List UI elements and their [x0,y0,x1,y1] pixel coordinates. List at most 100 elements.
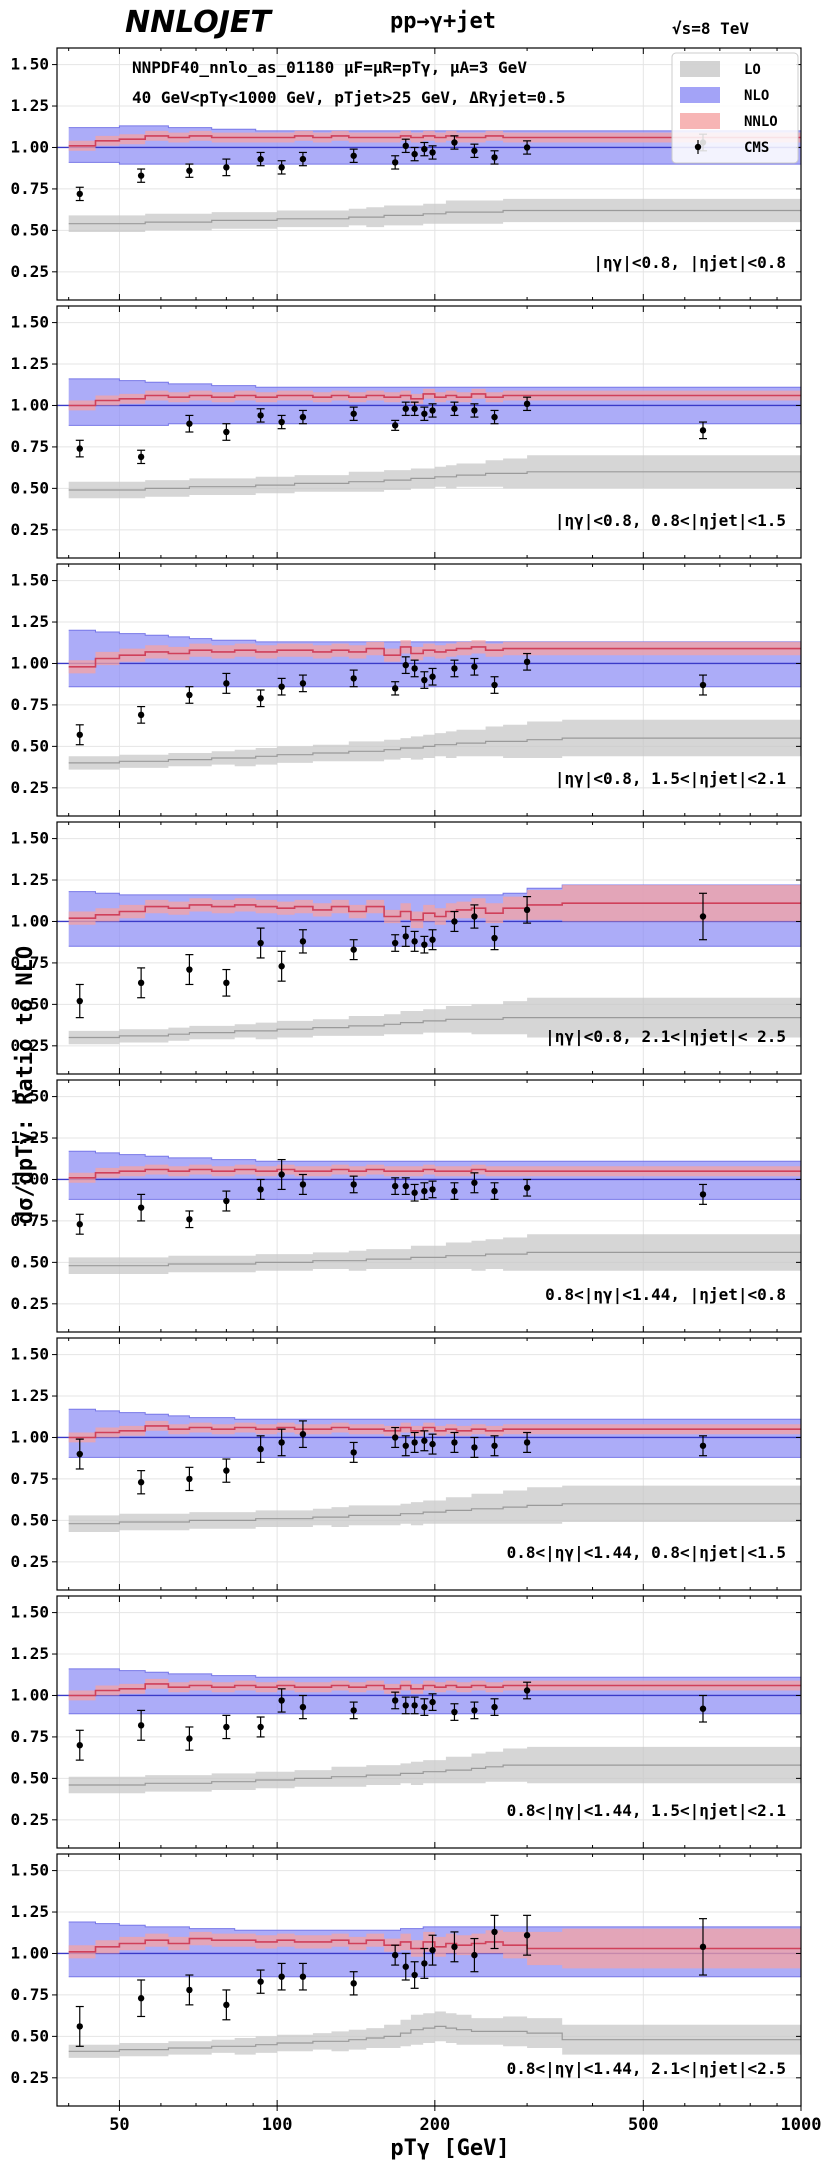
panel-frame [56,1079,802,1333]
cms-marker [429,673,436,680]
lo-band [68,198,801,232]
cms-point [298,151,307,167]
cms-marker [411,1439,418,1446]
cms-point [185,1726,194,1751]
cms-marker [223,428,230,436]
legend: LO NLO NNLO CMS [671,52,799,164]
cms-point [75,1729,84,1761]
y-tick-label: 1.50 [10,55,49,74]
cms-marker [223,2001,230,2009]
cms-marker [429,1698,436,1706]
cms-marker [421,1960,428,1967]
cms-marker [491,934,498,942]
cms-marker [491,154,498,161]
cms-marker [391,422,399,429]
cms-point [185,686,194,704]
x-tick-label: 1000 [781,2115,822,2135]
cms-marker [523,1932,531,1939]
cms-point [256,927,265,959]
y-tick-label: 0.50 [10,478,49,497]
cms-marker [523,144,531,151]
cms-marker [451,139,458,146]
cms-marker [699,427,707,434]
cms-marker [223,1197,230,1205]
cms-point [349,406,358,421]
y-tick-label: 0.50 [10,2026,49,2045]
cms-point [391,934,400,952]
plot-area [57,629,801,770]
legend-swatch [680,61,720,77]
cms-marker [429,1946,436,1954]
cms-point [391,1426,400,1449]
cms-marker [402,1963,409,1970]
cms-marker [451,1187,458,1195]
region-label: 0.8<|ηγ|<1.44, |ηjet|<0.8 [545,1285,786,1305]
cms-marker [186,167,193,174]
cms-marker [223,164,230,171]
cms-point [349,1971,358,1996]
y-tick-label: 0.25 [10,1036,49,1055]
cms-point [450,135,459,150]
nnlo-central-line [68,1425,801,1439]
cms-point [470,143,479,159]
cms-point [698,421,707,440]
cms-point [428,145,437,160]
cms-marker [523,1439,531,1446]
cms-point [470,1172,479,1194]
y-tick-label: 0.25 [10,1810,49,1829]
panel-5: 0.25 0.50 0.75 1.00 1.25 1.50 0.8<|ηγ|<1.44, |… [10,1079,802,1333]
cms-point [185,1210,194,1229]
cms-point [420,1947,429,1979]
cms-point [523,1178,532,1197]
cms-marker [278,1973,285,1980]
cms-point [490,1435,499,1457]
cms-points [75,1681,707,1761]
panel-7: 0.25 0.50 0.75 1.00 1.25 1.50 0.8<|ηγ|<1.44, 1… [10,1595,802,1849]
x-tick-label: 200 [419,2115,450,2135]
cms-marker [471,147,478,154]
cms-marker [402,1182,409,1190]
cms-marker [402,1702,409,1709]
cms-marker [137,1722,145,1729]
cms-point [490,676,499,694]
cms-marker [523,658,531,666]
cms-point [75,983,84,1019]
cms-point [428,929,437,951]
cms-point [277,1428,286,1457]
cms-point [410,1183,419,1202]
nlo-upper-edge [68,1921,801,1931]
x-tick-label: 50 [109,2115,129,2135]
legend-item-lo: LO [680,61,761,78]
cms-point [137,1470,146,1495]
cms-point [222,158,231,177]
cms-marker [451,1708,458,1716]
cms-point [185,954,194,986]
cms-point [75,186,84,202]
cms-point [349,1175,358,1194]
cms-marker [699,1442,707,1449]
cms-marker [76,1450,83,1458]
cms-point [450,659,459,678]
cms-point [523,1914,532,1956]
cms-point [256,1178,265,1200]
cms-marker [257,155,264,163]
y-tick-label: 1.25 [10,612,49,631]
cms-point [428,1934,437,1966]
x-tick-marks [68,48,802,300]
cms-marker [76,731,83,738]
lo-central-line [68,471,801,491]
panel-frame [56,821,802,1075]
y-tick-label: 0.25 [10,1552,49,1571]
cms-point [523,652,532,671]
y-ticks: 0.25 0.50 0.75 1.00 1.25 1.50 [10,1345,801,1571]
cms-point [137,168,146,183]
cms-point [428,1693,437,1711]
plot-area [57,1914,801,2058]
cms-marker [137,453,145,461]
y-axis-label: dσ/dpTγ: Ratio to NLO [13,946,38,1224]
cms-marker [391,1951,399,1959]
y-ticks: 0.25 0.50 0.75 1.00 1.25 1.50 [10,571,801,797]
x-tick-marks [68,564,802,816]
y-tick-label: 1.25 [10,870,49,889]
y-tick-label: 1.00 [10,911,49,930]
